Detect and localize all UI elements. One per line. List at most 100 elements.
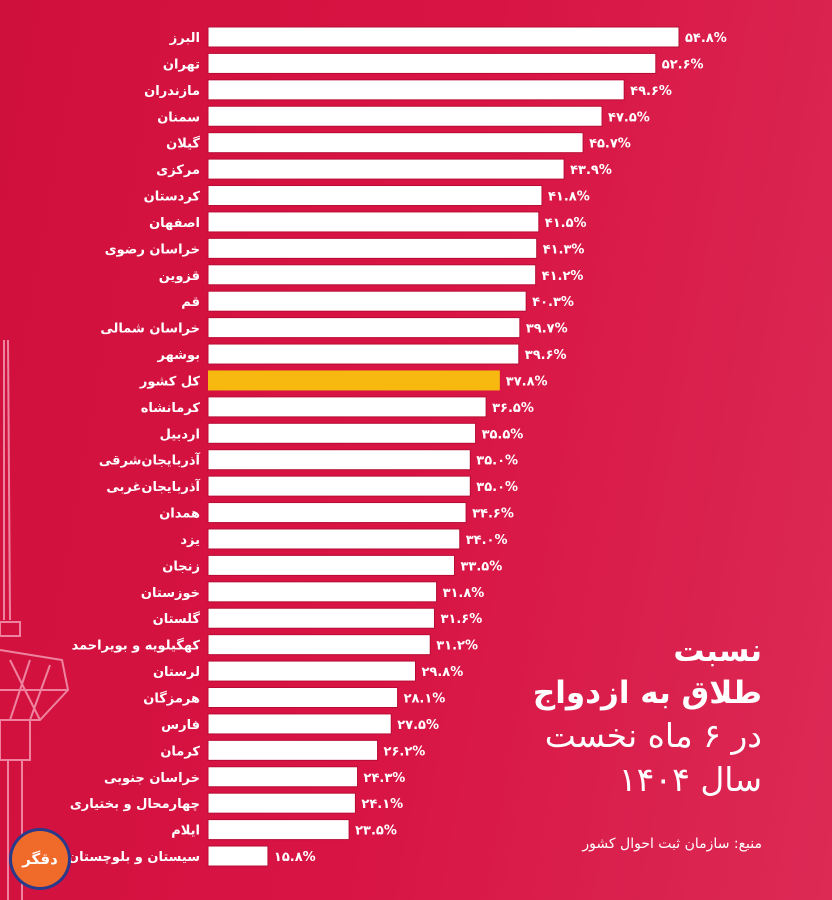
value-label: ۳۱.۸% (443, 586, 485, 601)
category-label: هرمزگان (143, 691, 200, 707)
bar-29 (207, 792, 356, 814)
value-label: ۲۶.۲% (384, 744, 426, 759)
bar-26 (207, 713, 392, 735)
value-label: ۴۰.۳% (532, 295, 574, 310)
bar-8 (207, 237, 538, 259)
value-label: ۴۱.۸% (548, 190, 590, 205)
category-label: یزد (180, 533, 200, 548)
value-label: ۳۱.۲% (436, 639, 478, 654)
category-label: کرمانشاه (141, 401, 201, 416)
value-label: ۳۵.۰% (476, 480, 518, 495)
bar-14 (207, 396, 487, 418)
title-line-4: سال ۱۴۰۴ (618, 760, 762, 799)
category-label: همدان (159, 507, 200, 522)
brand-logo: دقگر (12, 831, 68, 887)
value-label: ۳۴.۶% (472, 507, 514, 522)
value-label: ۵۴.۸% (685, 31, 727, 46)
category-label: خوزستان (141, 586, 200, 601)
category-label: خراسان رضوی (105, 242, 200, 257)
bar-3 (207, 105, 603, 127)
bar-22 (207, 607, 435, 629)
category-label: اردبیل (160, 427, 200, 442)
title-line-1: نسبت (673, 633, 762, 669)
value-label: ۳۵.۰% (476, 454, 518, 469)
value-label: ۴۳.۹% (570, 163, 612, 178)
category-label: کرمان (160, 744, 200, 759)
bar-0 (207, 26, 680, 48)
value-label: ۴۱.۵% (545, 216, 587, 231)
category-label: سمنان (157, 110, 200, 125)
bar-2 (207, 79, 625, 101)
value-label: ۴۵.۷% (589, 137, 631, 152)
value-label: ۳۵.۵% (482, 427, 524, 442)
value-label: ۴۷.۵% (608, 110, 650, 125)
category-label: لرستان (153, 665, 200, 680)
source-note: منبع: سازمان ثبت احوال کشور (582, 836, 762, 852)
bar-30 (207, 819, 350, 841)
value-label: ۲۴.۱% (361, 797, 403, 812)
category-label: اصفهان (149, 216, 200, 231)
chart-title: نسبت طلاق به ازدواج در ۶ ماه نخست سال ۱۴… (533, 630, 762, 802)
bar-28 (207, 766, 359, 788)
category-label: سیستان و بلوچستان (68, 850, 200, 865)
bar-6 (207, 185, 543, 207)
bar-16 (207, 449, 471, 471)
bar-23 (207, 634, 431, 656)
category-label: البرز (169, 31, 200, 46)
bar-19 (207, 528, 461, 550)
category-label: ایلام (171, 824, 200, 839)
bar-25 (207, 687, 399, 708)
title-line-2: طلاق به ازدواج (532, 675, 762, 711)
bar-17 (207, 475, 471, 497)
category-label: زنجان (162, 559, 200, 574)
bar-11 (207, 317, 521, 339)
value-label: ۲۳.۵% (355, 824, 397, 839)
bar-27 (207, 739, 379, 761)
bar-4 (207, 132, 584, 154)
value-label: ۳۹.۷% (526, 322, 568, 337)
category-label: قزوین (159, 269, 200, 284)
value-label: ۳۷.۸% (506, 374, 548, 389)
category-label: فارس (161, 718, 200, 733)
value-label: ۳۴.۰% (466, 533, 508, 548)
bar-7 (207, 211, 540, 233)
bar-24 (207, 660, 416, 682)
value-label: ۳۱.۶% (440, 612, 482, 627)
bar-12 (207, 343, 520, 365)
category-label: مرکزی (156, 163, 200, 178)
value-label: ۳۶.۵% (492, 401, 534, 416)
logo-text: دقگر (22, 850, 58, 868)
tower-illustration (0, 339, 70, 900)
category-label: خراسان جنوبی (104, 771, 200, 786)
value-label: ۴۹.۶% (630, 84, 672, 99)
value-label: ۱۵.۸% (274, 850, 316, 865)
category-label: کهگیلویه و بویراحمد (72, 638, 201, 654)
category-label: چهارمحال و بختیاری (70, 797, 200, 812)
value-label: ۳۹.۶% (525, 348, 567, 363)
title-line-3: در ۶ ماه نخست (544, 716, 762, 755)
category-label: آذربایجان‌غربی (106, 478, 200, 495)
bar-13 (208, 370, 500, 391)
bar-20 (207, 554, 455, 576)
category-label: کل کشور (139, 374, 201, 389)
value-label: ۲۷.۵% (397, 718, 439, 733)
value-label: ۲۹.۸% (421, 665, 463, 680)
value-label: ۵۲.۶% (662, 57, 704, 72)
bar-1 (207, 52, 657, 74)
bar-21 (207, 581, 438, 603)
category-label: گیلان (166, 136, 200, 152)
bar-15 (207, 422, 477, 444)
category-label: آذربایجان‌شرقی (99, 452, 201, 469)
category-label: مازندران (144, 84, 200, 99)
bar-18 (207, 502, 467, 524)
category-label: بوشهر (157, 348, 201, 363)
bar-5 (207, 158, 565, 180)
category-label: گلستان (153, 611, 201, 627)
value-label: ۳۳.۵% (460, 559, 502, 574)
category-label: تهران (163, 57, 200, 72)
value-label: ۴۱.۳% (543, 242, 585, 257)
category-label: کردستان (144, 190, 201, 205)
value-label: ۲۸.۱% (404, 692, 446, 707)
category-label: قم (181, 295, 200, 310)
